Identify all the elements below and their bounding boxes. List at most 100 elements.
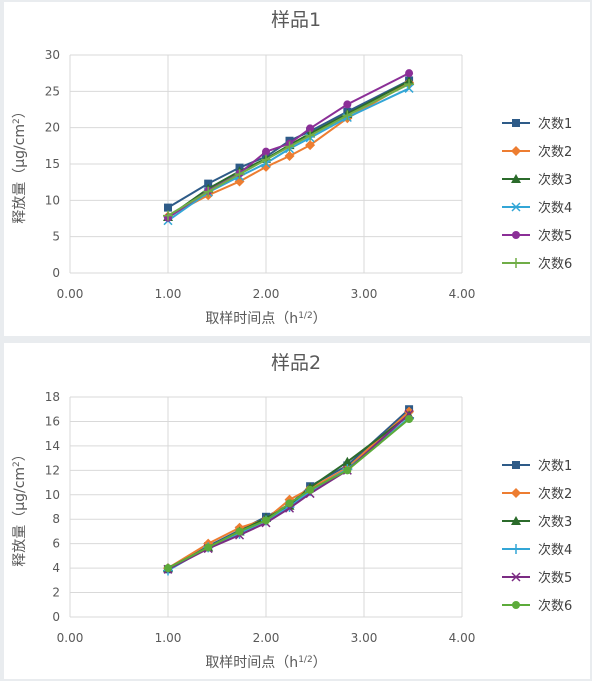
legend-label: 次数3 [538, 172, 572, 188]
gridlines [69, 54, 463, 274]
data-point [235, 527, 244, 536]
series-line [167, 81, 410, 218]
data-point [306, 124, 315, 133]
series-line [167, 83, 410, 217]
x-tick-label: 0.00 [57, 287, 84, 301]
y-tick-label: 10 [45, 193, 60, 207]
x-tick-label: 4.00 [449, 631, 476, 645]
legend-item: 次数2 [502, 486, 572, 502]
chart-2: 样品2 0 2 4 6 8 10 12 14 16 18 0.00 1.00 2.00 3.00 4.00 取样… [12, 352, 572, 671]
x-tick-label: 3.00 [351, 631, 378, 645]
data-point [204, 543, 213, 552]
y-tick-label: 25 [45, 84, 60, 98]
y-tick-label: 8 [52, 512, 60, 526]
legend-item: 次数4 [502, 200, 572, 216]
y-tick-label: 0 [52, 266, 60, 280]
chart-1: 样品1 0 5 10 15 20 25 30 0.00 1.00 2.00 3.00 4.00 取样时间点… [12, 9, 572, 327]
x-axis-label: 取样时间点（h1/2） [205, 311, 326, 327]
y-tick-label: 18 [45, 390, 60, 404]
y-tick-label: 6 [52, 537, 60, 551]
series-line [167, 79, 410, 209]
x-tick-label: 0.00 [57, 631, 84, 645]
chart-title: 样品2 [271, 352, 321, 374]
legend-item: 次数4 [502, 542, 572, 558]
legend-marker [512, 461, 520, 469]
y-tick-label: 16 [45, 414, 60, 428]
y-tick-label: 10 [45, 488, 60, 502]
legend-label: 次数2 [538, 486, 572, 502]
data-point [305, 130, 316, 141]
x-tick-label: 2.00 [253, 287, 280, 301]
series-6 [164, 415, 414, 573]
legend-item: 次数6 [502, 598, 572, 614]
legend-marker [511, 572, 521, 582]
x-tick-label: 3.00 [351, 287, 378, 301]
y-tick-label: 2 [52, 586, 60, 600]
series-line [167, 418, 410, 569]
legend-marker [512, 231, 520, 239]
legend-item: 次数3 [502, 514, 572, 530]
series-2 [163, 406, 415, 574]
legend-label: 次数5 [538, 228, 572, 244]
legend-label: 次数3 [538, 514, 572, 530]
legend-label: 次数1 [538, 458, 572, 474]
legend-label: 次数5 [538, 570, 572, 586]
legend-marker [511, 516, 521, 525]
y-tick-label: 5 [52, 230, 60, 244]
legend-marker [511, 174, 521, 183]
legend-marker [511, 544, 521, 554]
x-tick-label: 2.00 [253, 631, 280, 645]
y-tick-label: 20 [45, 121, 60, 135]
x-tick-label: 4.00 [449, 287, 476, 301]
data-point [405, 415, 414, 423]
data-point [262, 147, 270, 156]
legend-item: 次数1 [502, 116, 572, 132]
y-axis-label: 释放量（μg/cm2） [12, 104, 28, 224]
data-point [343, 466, 352, 475]
data-point [342, 110, 353, 121]
legend-label: 次数6 [538, 598, 572, 614]
data-point [163, 210, 173, 221]
legend-marker [511, 202, 521, 212]
data-point [261, 154, 271, 165]
legend-marker [512, 119, 520, 127]
data-point [342, 456, 353, 466]
y-tick-label: 15 [45, 157, 60, 171]
legend-label: 次数6 [538, 256, 572, 272]
legend-item: 次数5 [502, 570, 572, 586]
legend-item: 次数1 [502, 458, 572, 474]
data-point [262, 516, 270, 525]
y-tick-label: 30 [45, 48, 60, 62]
legend-label: 次数4 [538, 542, 572, 558]
y-tick-label: 12 [45, 463, 60, 477]
data-point [203, 186, 214, 197]
legend-label: 次数2 [538, 144, 572, 160]
y-tick-label: 0 [52, 610, 60, 624]
data-point [405, 69, 414, 78]
chart-title: 样品1 [271, 9, 321, 31]
series-line [167, 410, 410, 569]
legend: 次数1 次数2 次数3 次数4 次数5 次数6 [502, 116, 572, 272]
x-axis-label: 取样时间点（h1/2） [205, 655, 326, 671]
legend: 次数1 次数2 次数3 次数4 次数5 次数6 [502, 458, 572, 614]
legend-marker [511, 146, 521, 156]
series-6 [163, 79, 415, 221]
legend-label: 次数1 [538, 116, 572, 132]
data-point [164, 564, 172, 573]
legend-item: 次数3 [502, 172, 572, 188]
data-point [284, 151, 295, 162]
y-tick-label: 4 [52, 561, 60, 575]
x-tick-label: 1.00 [155, 631, 182, 645]
data-point [204, 179, 213, 188]
chart-panel-1: 样品1 0 5 10 15 20 25 30 0.00 1.00 2.00 3.00 4.00 取样时间点… [4, 2, 590, 336]
legend-marker [512, 601, 520, 609]
gridlines [69, 396, 463, 618]
data-point [404, 79, 415, 90]
data-point [305, 140, 316, 151]
data-point [164, 203, 172, 212]
chart-panel-2: 样品2 0 2 4 6 8 10 12 14 16 18 0.00 1.00 2.00 3.00 4.00 取样… [4, 343, 590, 679]
data-point [285, 499, 294, 508]
data-point [234, 169, 245, 180]
data-point [306, 485, 315, 494]
legend-item: 次数6 [502, 256, 572, 272]
